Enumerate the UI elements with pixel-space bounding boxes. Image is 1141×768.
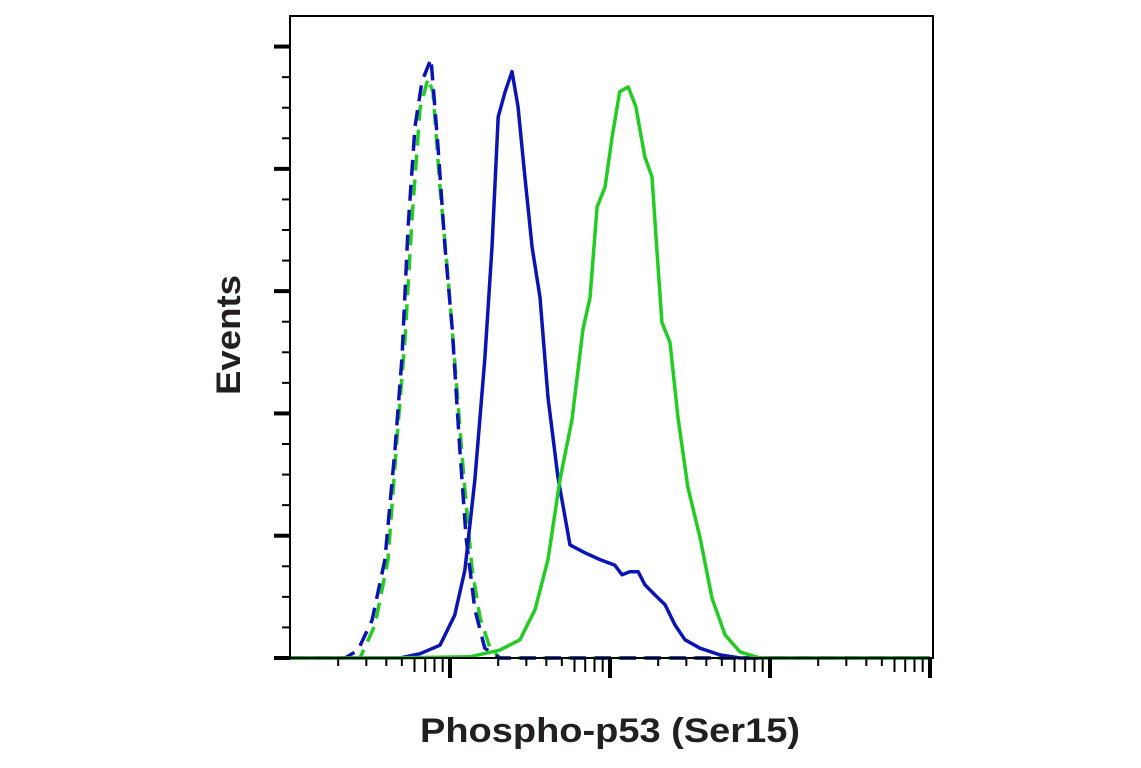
axes-layer	[274, 44, 932, 678]
series-layer	[290, 57, 930, 660]
y-axis-label: Events	[210, 275, 248, 395]
series-line-solid-3	[290, 85, 930, 660]
series-line-dashed-0	[290, 76, 930, 660]
series-line-solid-2	[290, 69, 930, 660]
series-line-dashed-1	[290, 57, 930, 660]
x-axis-label: Phospho-p53 (Ser15)	[420, 712, 800, 750]
